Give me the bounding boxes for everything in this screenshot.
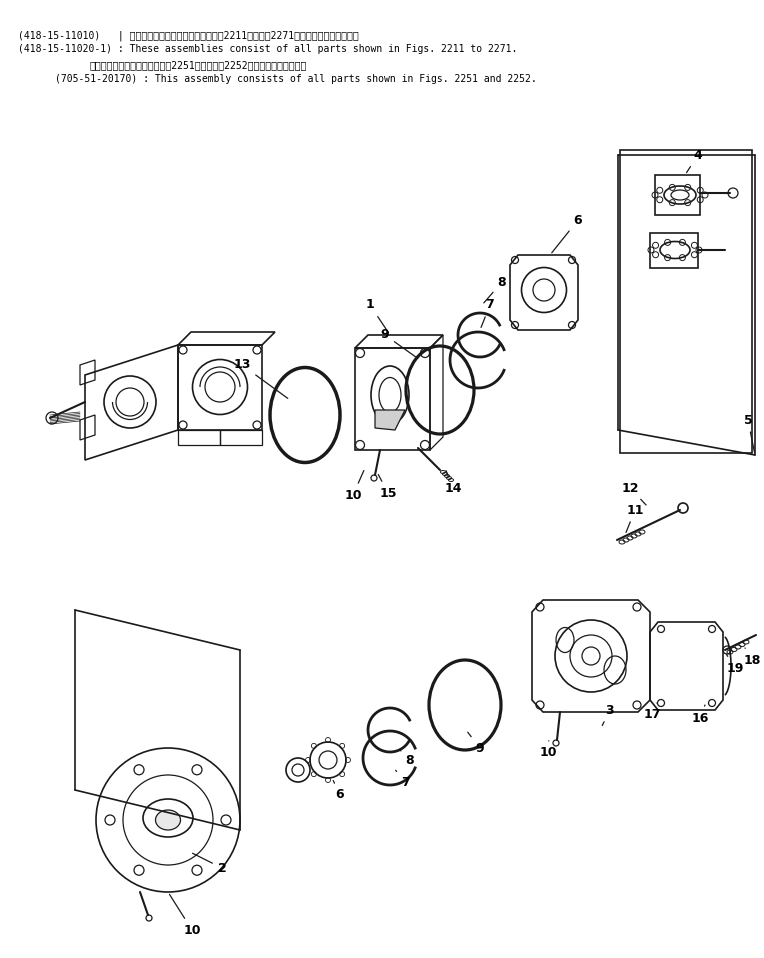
Text: 7: 7	[396, 770, 410, 789]
Text: 4: 4	[687, 148, 702, 172]
Text: 1: 1	[366, 299, 388, 332]
Text: 10: 10	[170, 895, 201, 937]
Text: (418-15-11010)   | これらのアセンブリの構成部品は第2211図から第2271図の部品まで含みます。: (418-15-11010) | これらのアセンブリの構成部品は第2211図から…	[18, 30, 359, 40]
Text: 17: 17	[643, 703, 661, 721]
Text: 19: 19	[727, 654, 743, 674]
Text: 10: 10	[345, 470, 364, 501]
Text: 8: 8	[400, 750, 414, 766]
Text: 8: 8	[484, 276, 507, 303]
Text: 9: 9	[468, 732, 484, 755]
Text: 9: 9	[380, 329, 418, 358]
Text: 14: 14	[444, 470, 461, 494]
Text: 3: 3	[602, 703, 614, 725]
Text: (418-15-11020-1) : These assemblies consist of all parts shown in Figs. 2211 to : (418-15-11020-1) : These assemblies cons…	[18, 44, 517, 54]
Text: 11: 11	[626, 504, 644, 533]
Text: 16: 16	[691, 705, 709, 724]
Text: 12: 12	[621, 482, 646, 505]
Text: 15: 15	[378, 474, 397, 499]
Text: 7: 7	[481, 299, 494, 328]
Text: このアセンブリの構成部品は第2251図および第2252図の部品を含みます。: このアセンブリの構成部品は第2251図および第2252図の部品を含みます。	[90, 60, 307, 70]
Text: 10: 10	[539, 741, 557, 760]
Text: 6: 6	[552, 214, 582, 253]
Ellipse shape	[156, 810, 180, 830]
Text: (705-51-20170) : This assembly consists of all parts shown in Figs. 2251 and 225: (705-51-20170) : This assembly consists …	[55, 74, 537, 84]
Text: 18: 18	[743, 648, 761, 667]
Text: 2: 2	[193, 854, 226, 875]
Text: 5: 5	[743, 414, 755, 452]
Polygon shape	[375, 410, 405, 430]
Text: 6: 6	[333, 781, 345, 802]
Text: 13: 13	[233, 358, 288, 399]
